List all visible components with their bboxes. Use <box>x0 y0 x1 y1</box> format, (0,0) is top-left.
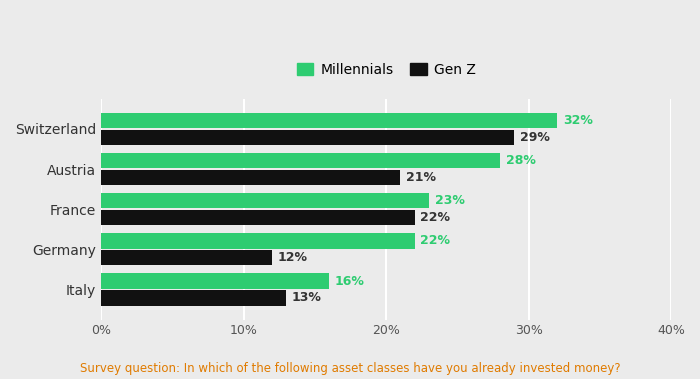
Text: 29%: 29% <box>520 131 550 144</box>
Text: 21%: 21% <box>406 171 436 184</box>
Bar <box>101 233 414 249</box>
Text: 16%: 16% <box>335 274 365 288</box>
Bar <box>101 170 400 185</box>
Bar <box>101 210 414 225</box>
Legend: Millennials, Gen Z: Millennials, Gen Z <box>291 57 481 82</box>
Text: 22%: 22% <box>420 211 450 224</box>
Bar <box>101 130 514 145</box>
Text: 32%: 32% <box>563 114 593 127</box>
Bar <box>101 193 429 208</box>
Bar <box>101 113 557 128</box>
Text: 22%: 22% <box>420 235 450 247</box>
Bar <box>101 153 500 168</box>
Bar <box>101 250 272 265</box>
Bar <box>101 290 286 305</box>
Bar <box>101 273 329 289</box>
Text: 12%: 12% <box>278 251 308 264</box>
Text: Survey question: In which of the following asset classes have you already invest: Survey question: In which of the followi… <box>80 362 620 375</box>
Text: 23%: 23% <box>435 194 464 207</box>
Text: 13%: 13% <box>292 291 322 304</box>
Text: 28%: 28% <box>506 154 536 167</box>
